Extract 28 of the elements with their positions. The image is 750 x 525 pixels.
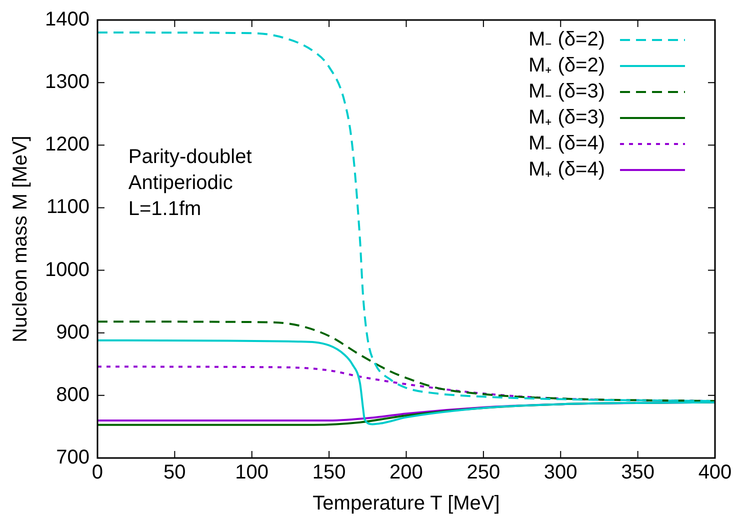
y-tick-label: 1300: [44, 71, 90, 94]
legend-label: M₊ (δ=3): [528, 106, 605, 129]
x-tick-label: 150: [312, 462, 346, 484]
legend-label: M₋ (δ=2): [528, 28, 605, 51]
x-tick-label: 0: [92, 462, 104, 484]
x-tick-label: 50: [164, 462, 186, 484]
y-tick-label: 700: [56, 446, 90, 469]
y-tick-label: 900: [56, 321, 90, 344]
annotation: Parity-doublet: [128, 146, 252, 168]
y-tick-label: 1200: [44, 134, 90, 156]
y-tick-label: 1000: [44, 258, 90, 281]
y-axis-title: Nucleon mass M [MeV]: [10, 136, 32, 342]
y-tick-label: 1400: [44, 8, 90, 31]
x-tick-label: 200: [390, 462, 423, 484]
x-tick-label: 100: [235, 462, 269, 484]
legend-label: M₋ (δ=3): [528, 80, 605, 103]
legend-label: M₊ (δ=2): [528, 54, 605, 77]
y-tick-label: 800: [56, 384, 90, 406]
x-tick-label: 300: [544, 462, 578, 484]
annotation: L=1.1fm: [128, 198, 202, 220]
x-tick-label: 350: [621, 462, 654, 484]
x-axis-title: Temperature T [MeV]: [312, 492, 500, 515]
y-tick-label: 1100: [46, 196, 90, 218]
x-tick-label: 400: [698, 462, 732, 484]
legend-label: M₊ (δ=4): [528, 158, 605, 181]
x-tick-label: 250: [466, 462, 500, 484]
legend-label: M₋ (δ=4): [528, 132, 605, 155]
annotation: Antiperiodic: [128, 172, 233, 194]
